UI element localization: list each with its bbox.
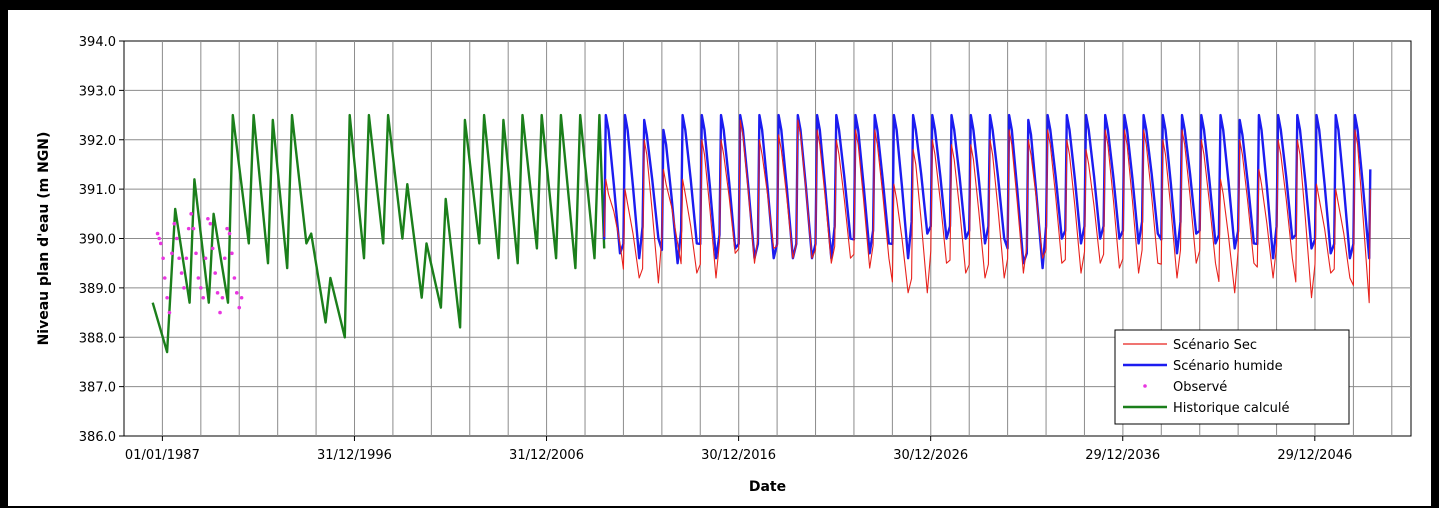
legend-swatch (1143, 384, 1147, 388)
series-line (151, 113, 606, 354)
observed-point (170, 251, 174, 256)
y-axis-title: Niveau plan d'eau (m NGN) (36, 132, 52, 346)
legend-label: Observé (1173, 380, 1227, 395)
observed-point (218, 310, 222, 315)
y-tick-label: 386.0 (79, 430, 116, 445)
legend-label: Scénario Sec (1173, 338, 1257, 353)
observed-point (161, 256, 165, 261)
x-tick-label: 29/12/2036 (1085, 448, 1160, 463)
observed-point (194, 251, 198, 256)
x-tick-label: 01/01/1987 (125, 448, 200, 463)
observed-point (191, 226, 196, 231)
observed-point (189, 212, 193, 216)
observed-point (215, 291, 220, 295)
y-tick-label: 389.0 (79, 282, 116, 297)
legend-box (1114, 329, 1350, 425)
y-tick-label: 390.0 (79, 233, 116, 248)
observed-point (220, 295, 225, 300)
observed-point (208, 221, 213, 226)
y-tick-label: 388.0 (79, 331, 116, 346)
observed-point (234, 291, 239, 295)
observed-point (157, 236, 161, 241)
x-axis-title: Date (749, 479, 786, 495)
observed-point (225, 226, 229, 231)
x-tick-label: 30/12/2026 (893, 448, 968, 463)
observed-point (162, 276, 167, 280)
series-3 (151, 113, 606, 354)
series-2 (155, 212, 244, 315)
observed-point (206, 216, 210, 221)
y-tick-labels: 386.0 387.0 388.0 389.0 390.0 391.0 392.0 393.0… (79, 35, 124, 445)
y-tick-label: 392.0 (79, 134, 116, 149)
series-layer (151, 113, 1372, 354)
observed-point (184, 256, 189, 261)
x-tick-label: 31/12/1996 (317, 448, 392, 463)
observed-point (172, 221, 177, 226)
y-tick-label: 391.0 (79, 183, 116, 198)
observed-point (186, 226, 191, 231)
x-tick-label: 31/12/2006 (509, 448, 584, 463)
chart-frame: 386.0 387.0 388.0 389.0 390.0 391.0 392.0 393.0… (8, 10, 1431, 506)
observed-point (213, 271, 217, 275)
legend-label: Scénario humide (1173, 359, 1283, 374)
y-tick-label: 394.0 (79, 35, 116, 50)
observed-point (165, 295, 169, 300)
legend-label: Historique calculé (1173, 401, 1290, 416)
observed-point (196, 276, 201, 280)
observed-point (232, 276, 237, 280)
observed-point (237, 305, 242, 310)
x-tick-labels: 01/01/1987 31/12/1996 31/12/2006 30/12/2016… (125, 436, 1352, 463)
observed-point (201, 295, 206, 300)
observed-point (230, 251, 234, 256)
observed-point (227, 231, 232, 236)
observed-point (182, 286, 186, 290)
observed-point (239, 295, 244, 300)
observed-point (158, 241, 163, 246)
observed-point (210, 246, 215, 251)
x-tick-label: 29/12/2046 (1277, 448, 1352, 463)
observed-point (179, 271, 184, 275)
y-tick-label: 393.0 (79, 84, 116, 99)
y-tick-label: 387.0 (79, 381, 116, 396)
observed-point (222, 256, 227, 261)
observed-point (177, 256, 181, 261)
observed-point (199, 286, 203, 290)
series-line (603, 119, 1371, 304)
legend: Scénario Sec Scénario humide Observé Histor… (1114, 329, 1350, 425)
x-tick-label: 30/12/2016 (701, 448, 776, 463)
observed-point (203, 256, 208, 261)
line-chart: 386.0 387.0 388.0 389.0 390.0 391.0 392.0 393.0… (36, 35, 1412, 495)
observed-point (167, 310, 172, 315)
observed-point (174, 236, 179, 241)
observed-point (155, 231, 160, 236)
series-0 (603, 119, 1371, 304)
